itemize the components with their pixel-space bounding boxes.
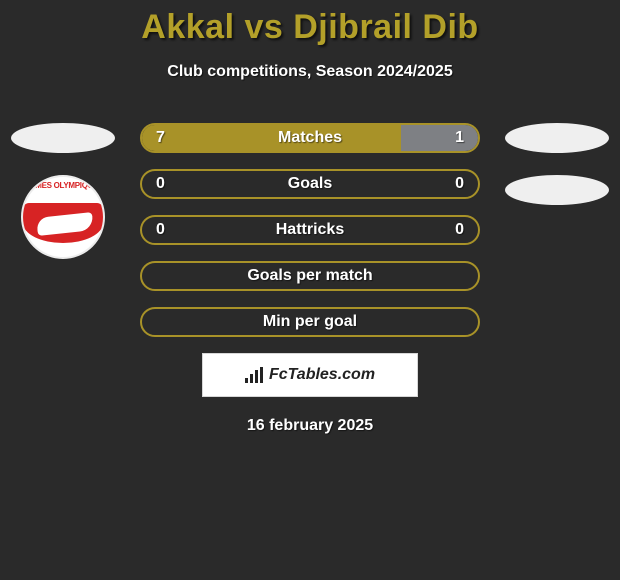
right-player-column (502, 123, 612, 227)
club-logo-text: NIMES OLYMPIQUE (23, 181, 103, 190)
bar-label: Goals per match (142, 263, 478, 289)
stat-bar: 00Goals (140, 169, 480, 199)
stat-bar: 00Hattricks (140, 215, 480, 245)
stat-bars: 71Matches 00Goals 00Hattricks Goals per mat… (140, 123, 480, 337)
right-player-oval-2 (505, 175, 609, 205)
stat-bar: Goals per match (140, 261, 480, 291)
right-player-oval-1 (505, 123, 609, 153)
bar-label: Goals (142, 171, 478, 197)
left-player-oval (11, 123, 115, 153)
bar-label: Hattricks (142, 217, 478, 243)
bar-label: Min per goal (142, 309, 478, 335)
date-line: 16 february 2025 (0, 417, 620, 435)
bar-label: Matches (142, 125, 478, 151)
chart-icon (245, 367, 263, 383)
watermark: FcTables.com (202, 353, 418, 397)
subtitle: Club competitions, Season 2024/2025 (0, 63, 620, 81)
watermark-text: FcTables.com (269, 366, 375, 384)
page-title: Akkal vs Djibrail Dib (0, 0, 620, 47)
left-club-logo: NIMES OLYMPIQUE (21, 175, 105, 259)
left-player-column: NIMES OLYMPIQUE (8, 123, 118, 259)
stat-bar: 71Matches (140, 123, 480, 153)
comparison-content: NIMES OLYMPIQUE 71Matches 00Goals 00Hattri… (0, 123, 620, 435)
stat-bar: Min per goal (140, 307, 480, 337)
crocodile-icon (36, 212, 94, 236)
